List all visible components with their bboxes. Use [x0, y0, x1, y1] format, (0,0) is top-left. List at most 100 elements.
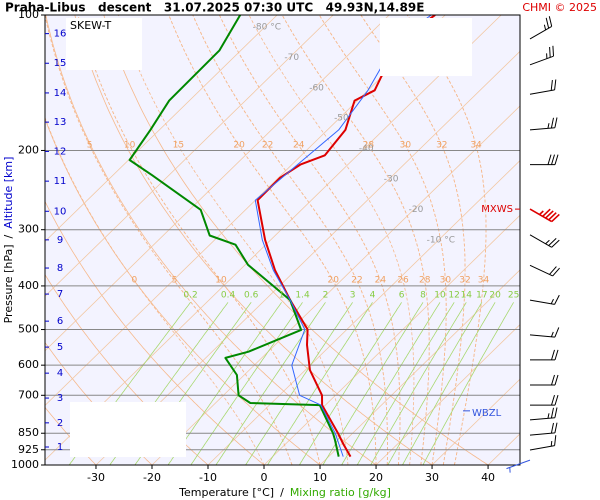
y-tick-label: 200 — [18, 143, 39, 156]
isotherm-label: -80 °C — [253, 23, 281, 33]
y-tick-label: 500 — [18, 323, 39, 336]
mixing-ratio-label: 0.4 — [221, 291, 236, 301]
wind-barb — [506, 459, 531, 473]
x-tick-label: -30 — [87, 471, 105, 484]
wind-barb — [529, 435, 557, 451]
mixing-ratio-label: 0.2 — [183, 291, 197, 301]
legend-box — [66, 18, 142, 70]
mixing-ratio-line — [370, 302, 467, 465]
altitude-label: 6 — [57, 316, 63, 327]
x-label: Temperature [°C] — [178, 486, 274, 499]
wind-barb — [530, 154, 559, 166]
credit: CHMI © 2025 — [522, 1, 597, 14]
x-tick-label: -10 — [199, 471, 217, 484]
isotherm — [95, 50, 520, 465]
table-box — [70, 402, 186, 457]
chart-title: Praha-Libus descent 31.07.2025 07:30 UTC… — [5, 1, 424, 15]
altitude-label: 13 — [54, 117, 67, 128]
y-tick-label: 600 — [18, 358, 39, 371]
mixing-ratio-line — [422, 302, 514, 465]
moist-adiabat-label: 24 — [375, 276, 387, 286]
x-tick-label: -20 — [143, 471, 161, 484]
altitude-label: 14 — [54, 88, 67, 99]
wind-barb — [530, 394, 559, 406]
isotherm-label: -70 — [284, 53, 299, 63]
profile-line — [254, 15, 432, 457]
altitude-label: 11 — [54, 176, 67, 187]
altitude-label: 12 — [54, 146, 67, 157]
mixing-ratio-line — [356, 302, 455, 465]
moist-adiabat-label: 22 — [262, 141, 273, 151]
mixing-ratio-label: 20 — [489, 291, 501, 301]
wind-barb — [529, 294, 560, 305]
moist-adiabat-label: 24 — [293, 141, 305, 151]
profiles — [128, 15, 436, 458]
isotherm — [45, 15, 390, 352]
moist-adiabat-label: 32 — [459, 276, 470, 286]
moist-adiabat-label: 30 — [440, 276, 452, 286]
mixing-ratio-line — [299, 302, 402, 465]
altitude-label: 10 — [54, 206, 67, 217]
wbzl-label: WBZL — [472, 408, 502, 419]
y2-label: Altitude [km] — [2, 157, 15, 229]
isotherm-label: -10 °C — [427, 235, 455, 245]
mixing-ratio-label: 2 — [323, 291, 329, 301]
wind-barb — [529, 327, 560, 338]
mixing-ratio-label: 0.6 — [244, 291, 259, 301]
y-tick-label: 850 — [18, 426, 39, 439]
wind-barb — [529, 79, 557, 95]
wind-barb — [529, 45, 554, 66]
y-tick-label: 400 — [18, 279, 39, 292]
wind-barb — [529, 264, 560, 277]
moist-adiabat-label: 10 — [124, 141, 136, 151]
diagram-label: SKEW-T — [70, 19, 112, 32]
mixing-ratio-line — [215, 302, 326, 465]
isotherm — [45, 15, 334, 297]
x-axis-title: Temperature [°C] / Mixing ratio [g/kg] — [178, 486, 391, 499]
altitude-label: 3 — [57, 393, 63, 404]
altitude-label: 7 — [57, 289, 63, 300]
mixing-ratio-line — [341, 302, 441, 465]
wind-barb — [529, 422, 558, 436]
wind-barb — [529, 234, 560, 248]
altitude-label: 5 — [57, 342, 63, 353]
mixing-ratio-label: 6 — [399, 291, 405, 301]
mixing-ratio-line — [322, 302, 424, 465]
altitude-label: 15 — [54, 58, 67, 69]
x-label-separator: / — [280, 486, 284, 499]
isotherm-label: -40 — [359, 144, 374, 154]
moist-adiabat-label: 0 — [132, 276, 138, 286]
y-tick-label: 700 — [18, 388, 39, 401]
moist-adiabat-label: 5 — [87, 141, 93, 151]
isotherm-label: -20 — [409, 205, 424, 215]
mixing-ratio-label: 12 — [448, 291, 459, 301]
wind-barb — [530, 374, 559, 386]
mixing-ratio-label: 25 — [508, 291, 519, 301]
isotherm-label: -30 — [384, 175, 399, 185]
x-tick-label: 20 — [369, 471, 383, 484]
isotherm-label: -50 — [334, 114, 349, 124]
moist-adiabat-label: 34 — [470, 141, 482, 151]
mixing-ratio-line — [402, 302, 496, 465]
x2-label: Mixing ratio [g/kg] — [290, 486, 391, 499]
y-tick-label: 1000 — [11, 458, 39, 471]
mixing-ratio-label: 4 — [370, 291, 376, 301]
isotherm — [45, 15, 502, 461]
mixing-ratio-label: 8 — [420, 291, 426, 301]
altitude-label: 2 — [57, 418, 63, 429]
mixing-ratio-label: 17 — [476, 291, 487, 301]
mixing-ratio-line — [267, 302, 373, 465]
mixing-ratio-label: 1 — [279, 291, 285, 301]
mixing-ratio-line — [387, 302, 483, 465]
profile-line — [256, 15, 436, 458]
mixing-ratio-label: 10 — [434, 291, 446, 301]
altitude-label: 1 — [57, 442, 63, 453]
mixing-ratio-label: 14 — [461, 291, 473, 301]
altitude-label: 4 — [57, 368, 63, 379]
moist-adiabat-label: 20 — [233, 141, 245, 151]
isotherm — [375, 323, 520, 465]
isotherm — [151, 105, 520, 465]
isotherm — [263, 214, 520, 465]
moist-adiabat-label: 5 — [172, 276, 178, 286]
